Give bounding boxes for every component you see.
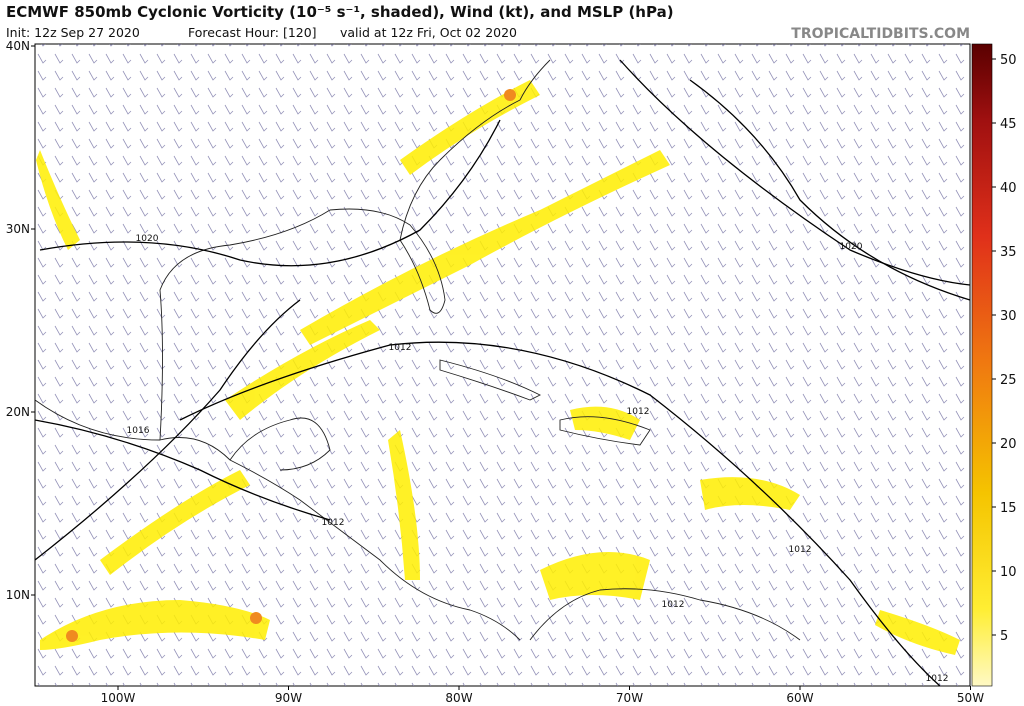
lon-label: 100W	[101, 691, 136, 705]
watermark: TROPICALTIDBITS.COM	[791, 26, 970, 42]
init: Init: 12z Sep 27 2020	[6, 25, 140, 40]
colorbar-label: 10	[1000, 565, 1017, 580]
forecast-hour: Forecast Hour: [120]	[188, 25, 317, 40]
title: ECMWF 850mb Cyclonic Vorticity (10⁻⁵ s⁻¹…	[6, 3, 674, 21]
colorbar-label: 5	[1000, 629, 1008, 644]
lat-label: 40N	[6, 39, 30, 53]
isobar-label: 1012	[322, 518, 345, 528]
isobars	[34, 59, 971, 687]
isobar-label: 1016	[127, 426, 150, 436]
valid-time: valid at 12z Fri, Oct 02 2020	[340, 25, 517, 40]
lon-label: 80W	[445, 691, 472, 705]
colorbar-label: 15	[1000, 501, 1017, 516]
isobar-label: 1012	[926, 674, 949, 684]
isobar-label: 1012	[627, 407, 650, 417]
lon-label: 90W	[275, 691, 302, 705]
colorbar-label: 40	[1000, 181, 1017, 196]
isobar-label: 1012	[389, 343, 412, 353]
lat-label: 20N	[6, 405, 30, 419]
isobar-label: 1020	[136, 234, 159, 244]
lat-label: 30N	[6, 222, 30, 236]
map-area: 1020 1020 1012 1016 1012 1012 1012 1012 …	[34, 43, 971, 687]
coastlines	[34, 59, 801, 641]
colorbar	[971, 43, 993, 687]
colorbar-label: 50	[1000, 53, 1017, 68]
colorbar-label: 30	[1000, 309, 1017, 324]
lon-label: 70W	[616, 691, 643, 705]
lon-label: 50W	[957, 691, 984, 705]
colorbar-label: 45	[1000, 117, 1017, 132]
colorbar-label: 35	[1000, 245, 1017, 260]
colorbar-label: 25	[1000, 373, 1017, 388]
lon-label: 60W	[786, 691, 813, 705]
colorbar-label: 20	[1000, 437, 1017, 452]
vorticity-max	[66, 89, 516, 642]
isobar-label: 1012	[789, 545, 812, 555]
isobar-label: 1020	[840, 242, 863, 252]
lat-label: 10N	[6, 588, 30, 602]
isobar-label: 1012	[662, 600, 685, 610]
wind-barbs	[35, 44, 970, 686]
